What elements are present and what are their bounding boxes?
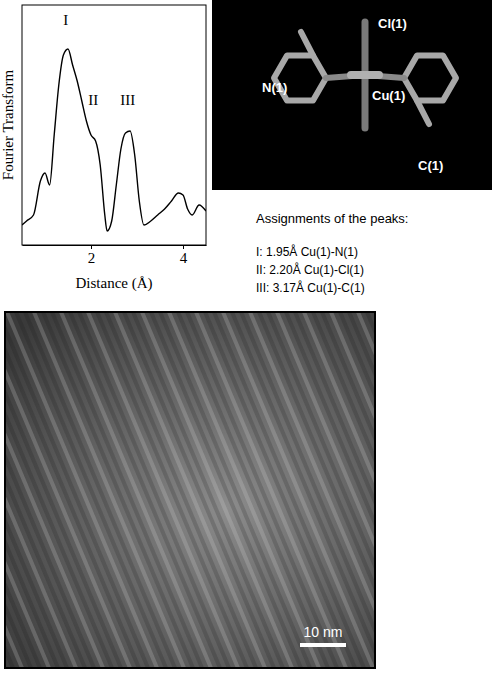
x-tick-label: 4 [180,250,188,266]
peak-label: II [88,92,98,108]
bond [362,22,369,75]
lattice-fringe [367,312,375,668]
peak-label: I [63,12,68,28]
x-tick-label: 2 [88,250,96,266]
ft-curve [22,49,206,231]
atom-label: Cu(1) [372,88,405,103]
figure: 24Distance (Å)Fourier TransformIIIIIICl(… [0,0,494,675]
atom-label: N(1) [262,80,287,95]
lattice-fringe [331,312,375,668]
plot-area [22,49,206,231]
x-axis: 24 [23,245,207,266]
structure-background [212,0,492,190]
assignment: II: 2.20Å Cu(1)-Cl(1) [256,262,364,277]
bond [351,71,379,79]
assignment: I: 1.95Å Cu(1)-N(1) [256,244,358,259]
assignments-title: Assignments of the peaks: [256,211,408,226]
scale-bar [300,643,346,647]
atom-label: C(1) [418,158,443,173]
lattice-fringe [250,312,375,668]
micrograph [5,312,375,668]
plot-frame [22,5,206,245]
bond [301,32,313,55]
structure-panel: Cl(1) N(1) Cu(1) C(1) [212,0,492,190]
lattice-fringe [349,312,375,668]
x-tick-mark [183,245,184,249]
lattice-fringe [322,312,375,668]
assignment: III: 3.17Å Cu(1)-C(1) [256,280,365,295]
x-tick: 2 [88,245,96,266]
y-axis-title: Fourier Transform [0,69,16,180]
peak-label: III [120,92,135,108]
x-tick-mark [91,245,92,249]
bond [417,101,429,124]
pyridine-ring [404,55,456,100]
lattice-fringe [358,312,375,668]
x-axis-line [23,245,207,246]
micrograph-frame [5,312,375,668]
x-tick: 4 [180,245,188,266]
bond [362,75,369,128]
scale-bar-label: 10 nm [304,624,343,640]
atom-label: Cl(1) [378,16,407,31]
x-axis-title: Distance (Å) [75,275,152,292]
